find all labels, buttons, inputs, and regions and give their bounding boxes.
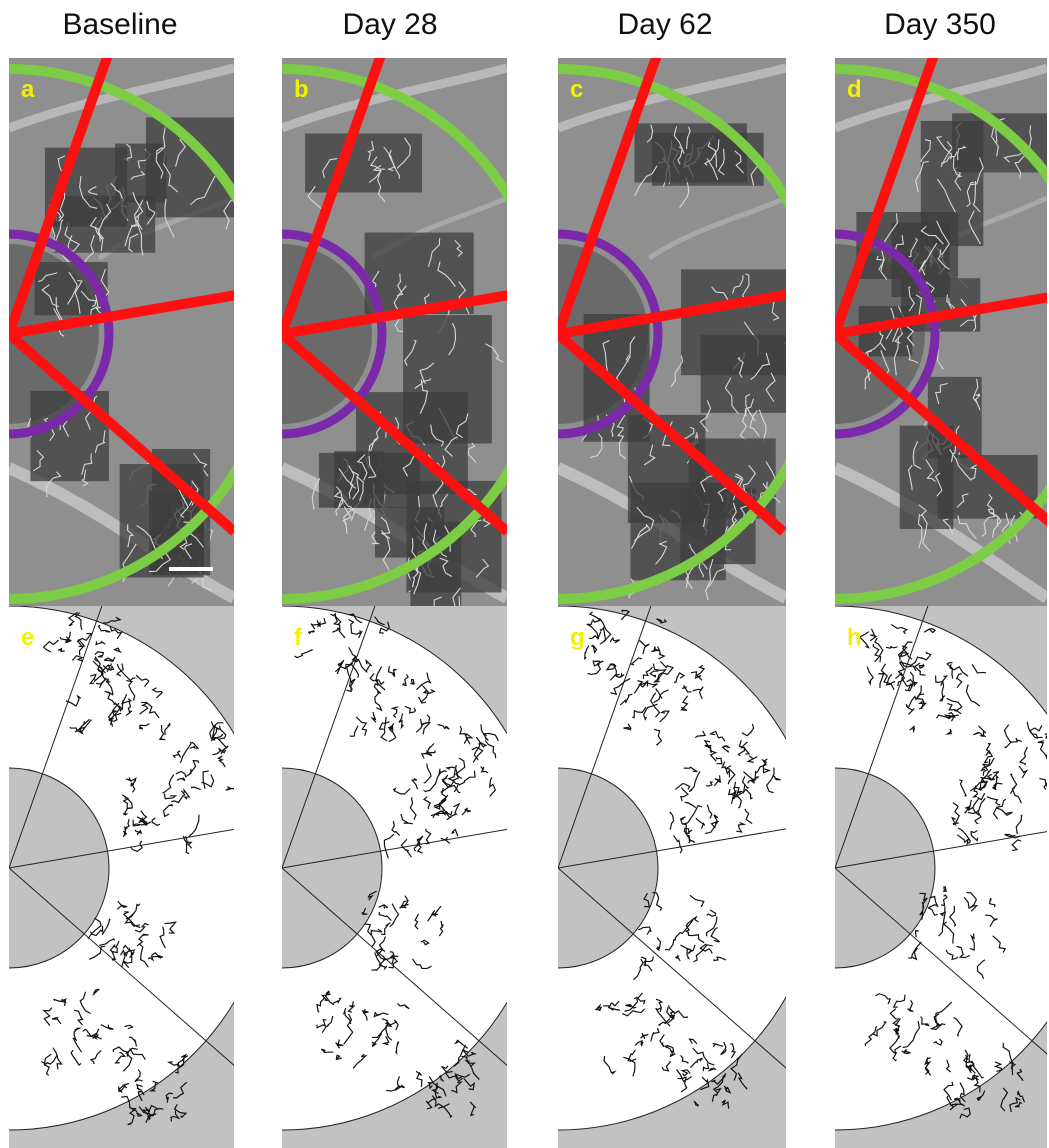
vessel-map-image: [835, 606, 1047, 1148]
fundus-image: [835, 58, 1047, 606]
column-title-day62: Day 62: [617, 8, 713, 41]
vessel-map-panel-h: h: [835, 606, 1047, 1148]
vessel-map-panel-f: f: [282, 606, 507, 1148]
panel-label-g: g: [570, 624, 585, 651]
vessel-map-image: [558, 606, 786, 1148]
fundus-panel-a: a: [9, 58, 234, 606]
fundus-panel-d: d: [835, 58, 1047, 606]
fundus-panel-b: b: [282, 58, 507, 606]
vessel-map-image: [282, 606, 507, 1148]
panel-label-c: c: [570, 76, 584, 103]
panel-label-e: e: [21, 624, 35, 651]
panel-label-d: d: [847, 76, 862, 103]
panel-label-f: f: [294, 624, 302, 651]
column-title-baseline: Baseline: [62, 8, 178, 41]
vessel-map-panel-g: g: [558, 606, 786, 1148]
column-title-day350: Day 350: [884, 8, 996, 41]
panel-label-h: h: [847, 624, 862, 651]
panel-label-b: b: [294, 76, 309, 103]
vessel-map-panel-e: e: [9, 606, 234, 1148]
vessel-map-image: [9, 606, 234, 1148]
fundus-panel-c: c: [558, 58, 786, 606]
fundus-image: [282, 58, 507, 606]
panel-label-a: a: [21, 76, 35, 103]
fundus-image: [558, 58, 786, 606]
column-title-day28: Day 28: [342, 8, 438, 41]
fundus-image: [9, 58, 234, 606]
